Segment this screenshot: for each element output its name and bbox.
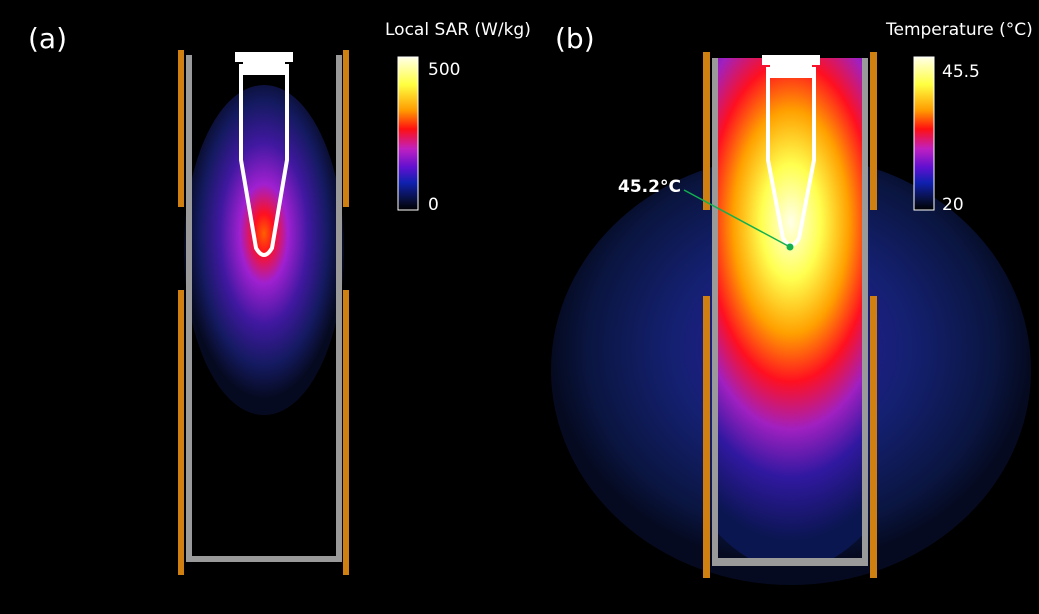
vial-cap (235, 52, 293, 75)
temperature-field-inner (718, 58, 862, 558)
annotation: 45.2°C (618, 177, 681, 197)
electrode (343, 50, 349, 207)
electrode (703, 52, 710, 210)
sar-field (184, 85, 344, 415)
panel-label: (b) (555, 22, 595, 55)
colorbar (913, 56, 935, 211)
tube-wall (712, 58, 718, 566)
colorbar-max: 500 (428, 60, 460, 80)
colorbar-title: Temperature (°C) (885, 20, 1033, 40)
tube-wall (186, 55, 192, 562)
colorbar-min: 0 (428, 195, 439, 215)
electrode (178, 290, 184, 575)
electrode (178, 50, 184, 207)
annotation-point (786, 243, 794, 251)
colorbar-min: 20 (942, 195, 964, 215)
panel-label: (a) (28, 22, 67, 55)
tube-wall (336, 55, 342, 562)
colorbar-max: 45.5 (942, 62, 980, 82)
panel-a: (a) Local SAR (W/kg) 500 0 (28, 20, 531, 575)
colorbar-title: Local SAR (W/kg) (385, 20, 531, 40)
panel-b: (b) 45.2°C Temperature (°C) 45.5 20 (551, 20, 1033, 585)
electrode (870, 52, 877, 210)
annotation-line (683, 189, 791, 248)
tube-bottom (186, 556, 342, 562)
tube-bottom (712, 558, 868, 566)
electrode (703, 296, 710, 578)
vial-cap (762, 55, 820, 78)
colorbar (397, 56, 419, 211)
tube-wall (862, 58, 868, 566)
electrode (870, 296, 877, 578)
vial (239, 64, 289, 257)
electrode (343, 290, 349, 575)
